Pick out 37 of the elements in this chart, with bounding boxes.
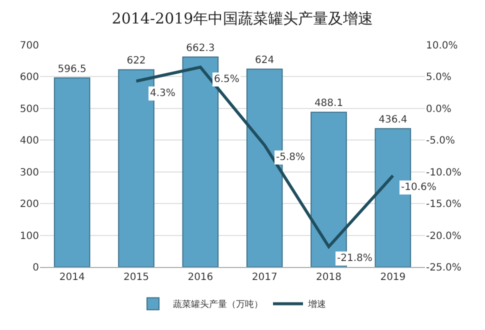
data-label: 596.5 — [58, 64, 86, 75]
data-label: -5.8% — [276, 152, 306, 163]
legend-label: 蔬菜罐头产量（万吨） — [173, 299, 263, 310]
y2-tick-label: 0.0% — [426, 104, 452, 115]
data-label: 622 — [126, 56, 146, 67]
y2-tick-label: -25.0% — [426, 262, 462, 274]
data-label: 6.5% — [214, 74, 240, 85]
y2-tick-label: -5.0% — [426, 136, 456, 147]
data-label: -21.8% — [337, 253, 372, 264]
y2-tick-label: -10.0% — [426, 167, 462, 178]
data-label: 662.3 — [186, 42, 215, 54]
x-tick-label: 2017 — [252, 272, 278, 283]
y2-tick-label: -15.0% — [426, 199, 462, 210]
x-tick-label: 2018 — [316, 272, 342, 283]
data-label: 4.3% — [150, 88, 176, 99]
y2-tick-label: 5.0% — [426, 72, 452, 84]
y-tick-label: 200 — [20, 199, 39, 210]
x-tick-label: 2014 — [59, 272, 85, 283]
data-label: -10.6% — [401, 182, 436, 193]
y-tick-label: 600 — [20, 72, 39, 84]
y-tick-label: 300 — [20, 167, 39, 178]
y-tick-label: 400 — [20, 136, 39, 147]
y-tick-label: 100 — [20, 230, 39, 242]
x-tick-label: 2015 — [124, 272, 149, 283]
data-label: 488.1 — [314, 98, 344, 110]
bar — [54, 77, 90, 267]
data-label: 436.4 — [378, 114, 408, 126]
y-tick-label: 500 — [20, 104, 39, 115]
x-tick-label: 2019 — [380, 272, 406, 283]
y-tick-label: 0 — [32, 262, 39, 274]
y-tick-label: 700 — [20, 40, 39, 52]
data-label: 624 — [255, 55, 274, 66]
y2-tick-label: 10.0% — [426, 40, 458, 52]
legend-label: 增速 — [307, 299, 326, 310]
y2-tick-label: -20.0% — [426, 230, 462, 242]
chart-title: 2014-2019年中国蔬菜罐头产量及增速 — [112, 10, 374, 28]
x-tick-label: 2016 — [188, 272, 214, 283]
